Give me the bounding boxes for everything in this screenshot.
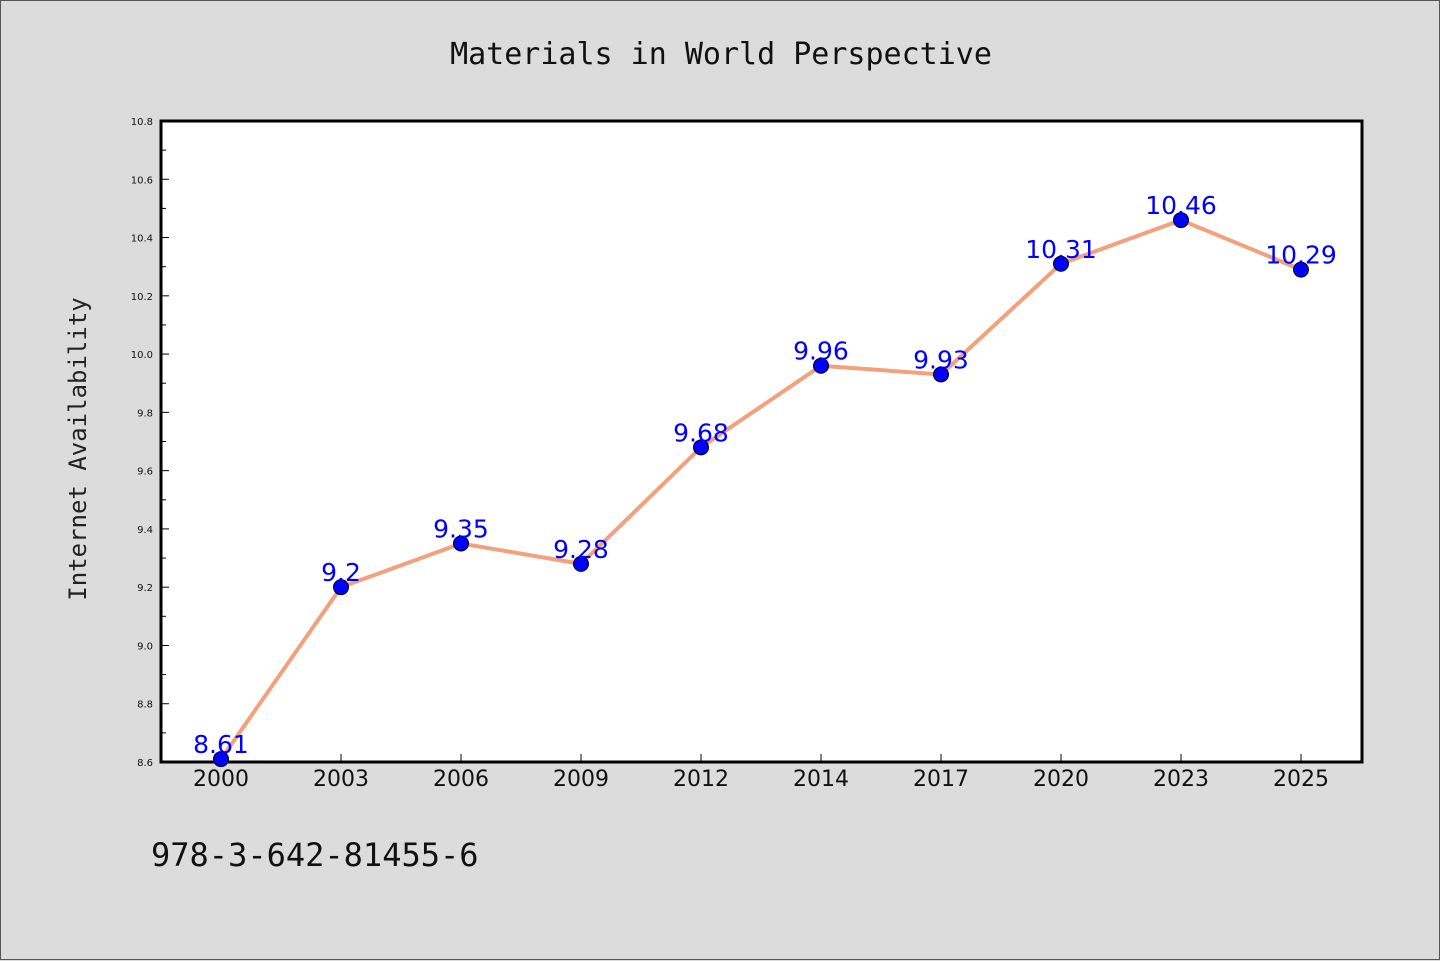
data-point <box>1293 261 1309 278</box>
data-point <box>333 579 349 596</box>
data-label: 9.96 <box>793 337 849 366</box>
data-label: 9.2 <box>321 558 361 587</box>
data-point <box>453 535 469 552</box>
data-label: 9.28 <box>553 535 609 564</box>
data-point <box>213 751 229 768</box>
y-tick-label: 9.2 <box>137 583 153 594</box>
data-label: 10.46 <box>1145 191 1217 220</box>
isbn-text: 978-3-642-81455-6 <box>151 836 479 874</box>
y-tick-label: 10.6 <box>131 175 153 186</box>
data-points <box>213 212 1309 768</box>
y-tick-label: 10.8 <box>131 117 153 128</box>
x-tick-label: 2003 <box>313 767 369 792</box>
chart-title: Materials in World Perspective <box>450 37 992 72</box>
data-label: 9.68 <box>673 418 729 447</box>
series-line <box>219 218 1302 761</box>
y-tick-label: 9.0 <box>137 641 153 652</box>
data-label: 9.35 <box>433 514 489 543</box>
x-tick-label: 2006 <box>433 767 489 792</box>
data-point <box>813 357 829 374</box>
y-tick-label: 8.8 <box>137 700 153 711</box>
data-point <box>1053 255 1069 272</box>
x-tick-label: 2009 <box>553 767 609 792</box>
x-tick-label: 2020 <box>1033 767 1089 792</box>
y-tick-label: 10.0 <box>131 350 153 361</box>
data-label: 8.61 <box>193 730 249 759</box>
y-tick-label: 9.8 <box>137 408 153 419</box>
y-tick-label: 10.2 <box>131 292 153 303</box>
y-axis-label: Internet Availability <box>64 297 92 600</box>
x-tick-label: 2014 <box>793 767 849 792</box>
series-line-group <box>219 218 1302 761</box>
y-tick-label: 9.4 <box>137 525 153 536</box>
x-tick-label: 2017 <box>913 767 969 792</box>
data-point <box>693 439 709 456</box>
data-label: 10.29 <box>1265 241 1337 270</box>
x-tick-label: 2000 <box>193 767 249 792</box>
x-axis: 2000 2003 2006 2009 2012 2014 2017 2020 2023 2025 <box>193 754 1329 792</box>
data-labels: 8.61 9.2 9.35 9.28 9.68 9.96 9.93 10.31 10.46 10.… <box>193 191 1337 759</box>
data-label: 9.93 <box>913 345 969 374</box>
y-tick-label: 10.4 <box>131 234 153 245</box>
y-tick-label: 8.6 <box>137 758 153 769</box>
y-tick-label: 9.6 <box>137 467 153 478</box>
data-point <box>573 555 589 572</box>
x-tick-label: 2012 <box>673 767 729 792</box>
data-label: 10.31 <box>1025 235 1097 264</box>
data-point <box>1173 212 1189 229</box>
data-point <box>933 366 949 383</box>
y-axis: 8.6 8.8 9.0 9.2 9.4 9.6 9.8 10.0 10.2 10.4 10.6 10.… <box>131 117 169 769</box>
x-tick-label: 2025 <box>1273 767 1329 792</box>
x-tick-label: 2023 <box>1153 767 1209 792</box>
